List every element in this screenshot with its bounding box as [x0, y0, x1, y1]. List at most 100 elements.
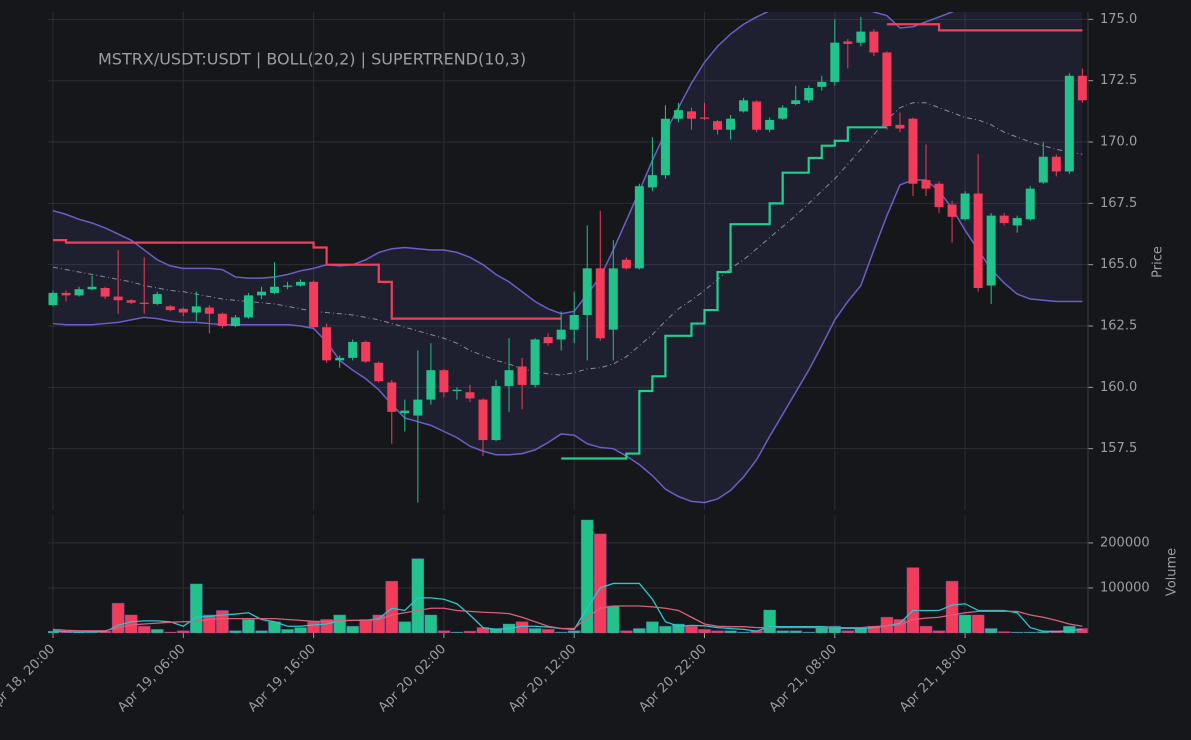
volume-bar	[202, 614, 216, 633]
candle-body	[752, 101, 762, 130]
chart-title: MSTRX/USDT:USDT | BOLL(20,2) | SUPERTREN…	[98, 50, 526, 69]
volume-bar	[984, 628, 998, 633]
candle-body	[165, 306, 175, 311]
y-tick-label: 175.0	[1100, 12, 1137, 27]
candle-body	[882, 52, 892, 127]
price-panel	[48, 12, 1087, 504]
candle-body	[999, 215, 1009, 223]
candle-body	[152, 294, 162, 304]
candle-body	[713, 121, 723, 130]
candle-body	[569, 314, 579, 330]
volume-bar	[893, 619, 907, 633]
candle-body	[543, 337, 553, 344]
volume-bar	[411, 558, 425, 633]
candle-body	[374, 362, 384, 382]
volume-bar	[294, 627, 307, 633]
volume-bar	[619, 630, 633, 633]
y-axis-label: Volume	[1165, 548, 1180, 596]
band-upper	[52, 12, 955, 315]
candle-body	[335, 357, 345, 361]
y-tick-label: 160.0	[1100, 380, 1137, 395]
candle-body	[1038, 156, 1048, 183]
volume-bar	[346, 625, 360, 633]
candle-body	[478, 399, 488, 441]
candle-body	[113, 296, 123, 301]
volume-bar	[215, 610, 229, 633]
volume-bar	[163, 631, 177, 633]
y-tick-label: 200000	[1100, 535, 1150, 550]
candle-body	[100, 287, 110, 297]
volume-bar	[1075, 628, 1088, 633]
volume-bar	[242, 619, 255, 633]
volume-bar	[255, 630, 268, 633]
candle-body	[739, 100, 749, 112]
volume-bar	[776, 630, 790, 633]
y-axis-label: Price	[1151, 246, 1166, 278]
candle-body	[74, 289, 84, 296]
candle-body	[621, 259, 631, 269]
volume-bar	[333, 614, 347, 633]
candle-body	[660, 118, 670, 176]
candle-body	[634, 186, 644, 269]
supertrend-line	[561, 126, 887, 460]
candle-body	[426, 370, 436, 400]
supertrend-line	[53, 23, 1083, 320]
y-tick-label: 170.0	[1100, 135, 1137, 150]
candle-body	[126, 300, 136, 303]
candle-body	[413, 399, 423, 416]
candle-body	[530, 339, 540, 385]
candle-body	[830, 42, 840, 82]
volume-bar	[176, 630, 190, 633]
candle-body	[204, 307, 214, 314]
volume-bar	[450, 631, 464, 633]
volume-bar	[632, 628, 646, 633]
candle-body	[61, 292, 71, 296]
candle-body	[283, 285, 293, 287]
candle-body	[778, 107, 788, 119]
candle-body	[582, 268, 592, 315]
volume-bar	[997, 631, 1011, 633]
candle-body	[452, 389, 462, 392]
volume-bar	[802, 631, 816, 633]
candle-body	[178, 308, 188, 313]
volume-bar	[932, 630, 946, 633]
volume-bar	[424, 614, 438, 633]
candle-body	[87, 286, 97, 290]
volume-bar	[971, 614, 985, 633]
volume-bar	[841, 630, 855, 633]
candle-body	[791, 100, 801, 104]
volume-panel	[48, 519, 1088, 633]
volume-bar	[541, 628, 555, 633]
candle-body	[921, 180, 931, 189]
volume-bar	[437, 630, 451, 633]
volume-ma-line	[52, 605, 1083, 632]
candle-body	[1051, 156, 1061, 172]
y-tick-label: 100000	[1100, 580, 1150, 595]
volume-bar	[281, 628, 294, 633]
volume-bar	[593, 533, 607, 633]
y-tick-label: 165.0	[1100, 257, 1137, 272]
volume-bar	[359, 619, 373, 633]
volume-bar	[1062, 625, 1076, 633]
volume-bar	[398, 621, 412, 633]
y-tick-label: 162.5	[1100, 319, 1137, 334]
candle-body	[608, 268, 618, 330]
candle-body	[387, 382, 397, 412]
volume-bar	[1023, 631, 1037, 633]
candle-body	[270, 286, 280, 293]
candle-body	[1077, 75, 1087, 101]
candle-body	[217, 313, 227, 327]
candle-body	[191, 306, 201, 313]
candle-body	[908, 118, 918, 184]
y-tick-label: 167.5	[1100, 196, 1137, 211]
volume-bar	[645, 621, 659, 633]
candle-body	[869, 31, 879, 53]
volume-bar	[659, 625, 672, 633]
candle-body	[934, 183, 944, 208]
volume-bar	[489, 628, 503, 633]
volume-bar	[737, 631, 750, 633]
volume-bar	[724, 630, 737, 633]
candle-body	[348, 341, 358, 358]
candle-body	[1064, 75, 1074, 172]
volume-bar	[189, 583, 203, 633]
